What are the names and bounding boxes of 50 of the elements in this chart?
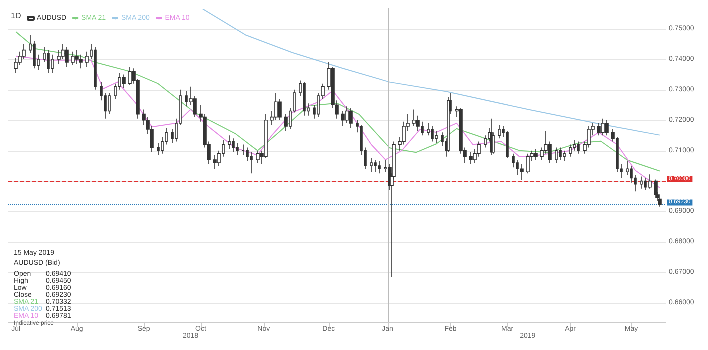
- candlestick: [228, 135, 231, 150]
- line-series: [16, 32, 660, 172]
- candlestick: [122, 74, 126, 89]
- candlestick: [79, 54, 83, 70]
- candlestick: [555, 147, 558, 164]
- candlestick: [654, 179, 658, 198]
- annotation: 1D: [11, 12, 22, 20]
- candlestick: [640, 176, 643, 190]
- candlestick: [256, 150, 260, 164]
- candlestick: [349, 108, 353, 128]
- candlestick: [341, 110, 345, 127]
- candlestick: [108, 92, 111, 115]
- candlestick: [374, 160, 377, 173]
- candlestick: [605, 120, 609, 136]
- candlestick: [47, 50, 50, 74]
- candlestick: [250, 152, 253, 174]
- candlestick: [506, 130, 509, 159]
- line-series: [16, 56, 660, 188]
- candlestick: [412, 109, 416, 127]
- candlestick: [597, 123, 601, 136]
- candlestick: [71, 51, 75, 66]
- candlestick: [469, 152, 473, 165]
- candlestick: [213, 155, 217, 170]
- candlestick: [75, 50, 79, 64]
- candlestick: [569, 144, 572, 158]
- candlestick: [128, 66, 132, 86]
- candlestick: [447, 97, 450, 153]
- candlestick: [51, 54, 54, 74]
- candlestick: [534, 148, 538, 160]
- candlestick: [431, 126, 434, 142]
- candlestick: [303, 82, 306, 116]
- candlestick: [65, 46, 69, 68]
- candlestick: [520, 164, 524, 181]
- candlestick: [236, 142, 239, 156]
- candlestick: [370, 158, 373, 173]
- candlestick: [274, 92, 278, 121]
- candlestick: [526, 153, 530, 174]
- candlestick: [435, 130, 438, 144]
- line-series: [202, 8, 660, 136]
- candlestick: [94, 46, 97, 90]
- candlestick: [577, 141, 580, 154]
- candlestick: [601, 118, 605, 136]
- candlestick: [345, 106, 349, 124]
- candlestick: [378, 161, 381, 174]
- candlestick: [498, 124, 501, 140]
- candlestick: [490, 118, 493, 156]
- candlestick: [648, 174, 652, 190]
- candlestick: [559, 147, 562, 160]
- candlestick: [563, 150, 566, 162]
- candlestick: [232, 138, 235, 153]
